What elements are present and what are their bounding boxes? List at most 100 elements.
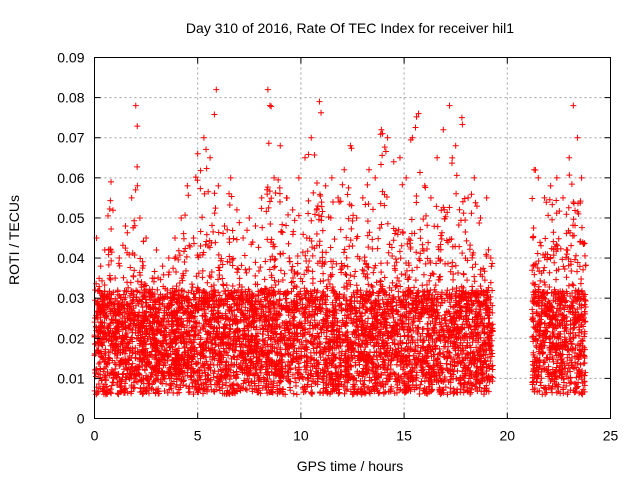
points-layer (91, 86, 589, 398)
data-point (268, 195, 275, 202)
data-point (476, 219, 483, 226)
data-point (485, 246, 492, 253)
data-point (169, 285, 176, 292)
data-point (320, 277, 327, 284)
data-point (313, 230, 320, 237)
data-point (433, 203, 440, 210)
data-point (435, 276, 442, 283)
data-point (272, 255, 279, 262)
data-point (211, 111, 218, 118)
data-point (387, 329, 394, 336)
data-point (417, 381, 424, 388)
data-point (342, 387, 349, 394)
data-point (233, 368, 240, 375)
data-point (180, 235, 187, 242)
data-point (252, 272, 259, 279)
data-point (112, 365, 119, 372)
data-point (127, 264, 134, 271)
data-point (377, 200, 384, 207)
data-point (466, 375, 473, 382)
data-point (208, 283, 215, 290)
data-point (363, 325, 370, 332)
data-point (216, 324, 223, 331)
data-point (340, 249, 347, 256)
data-point (420, 247, 427, 254)
data-point (224, 258, 231, 265)
data-point (468, 382, 475, 389)
data-point (393, 308, 400, 315)
data-point (195, 270, 202, 277)
data-point (180, 248, 187, 255)
data-point (267, 221, 274, 228)
data-point (437, 232, 444, 239)
data-point (136, 289, 143, 296)
data-point (189, 324, 196, 331)
data-point (101, 281, 108, 288)
data-point (415, 350, 422, 357)
data-point (131, 217, 138, 224)
data-point (294, 330, 301, 337)
data-point (430, 271, 437, 278)
data-point (344, 328, 351, 335)
data-point (363, 366, 370, 373)
data-point (182, 245, 189, 252)
data-point (223, 358, 230, 365)
data-point (276, 379, 283, 386)
data-point (351, 273, 358, 280)
data-point (379, 152, 386, 159)
data-point (416, 390, 423, 397)
data-point (481, 277, 488, 284)
data-point (288, 267, 295, 274)
data-point (460, 210, 467, 217)
data-point (230, 255, 237, 262)
data-point (392, 267, 399, 274)
data-point (223, 282, 230, 289)
data-point (469, 330, 476, 337)
data-point (234, 265, 241, 272)
data-point (396, 248, 403, 255)
data-point (424, 255, 431, 262)
data-point (373, 352, 380, 359)
data-point (413, 199, 420, 206)
data-point (438, 229, 445, 236)
data-point (405, 235, 412, 242)
data-point (162, 347, 169, 354)
data-point (207, 361, 214, 368)
data-point (419, 241, 426, 248)
data-point (371, 315, 378, 322)
data-point (377, 304, 384, 311)
data-point (333, 260, 340, 267)
data-point (355, 372, 362, 379)
data-point (402, 272, 409, 279)
data-point (271, 277, 278, 284)
data-point (230, 369, 237, 376)
data-point (276, 190, 283, 197)
data-point (380, 389, 387, 396)
data-point (294, 260, 301, 267)
data-point (270, 264, 277, 271)
data-point (339, 181, 346, 188)
data-point (368, 377, 375, 384)
data-point (329, 361, 336, 368)
data-point (370, 269, 377, 276)
data-point (217, 342, 224, 349)
data-point (338, 323, 345, 330)
data-point (351, 294, 358, 301)
data-point (261, 340, 268, 347)
data-point (203, 165, 210, 172)
data-point (388, 244, 395, 251)
data-point (463, 237, 470, 244)
data-point (417, 235, 424, 242)
data-point (297, 288, 304, 295)
data-point (236, 275, 243, 282)
data-point (353, 313, 360, 320)
data-point (337, 266, 344, 273)
data-point (289, 263, 296, 270)
data-point (268, 103, 275, 110)
data-point (408, 333, 415, 340)
data-point (462, 228, 469, 235)
data-point (229, 321, 236, 328)
data-point (294, 269, 301, 276)
data-point (267, 256, 274, 263)
